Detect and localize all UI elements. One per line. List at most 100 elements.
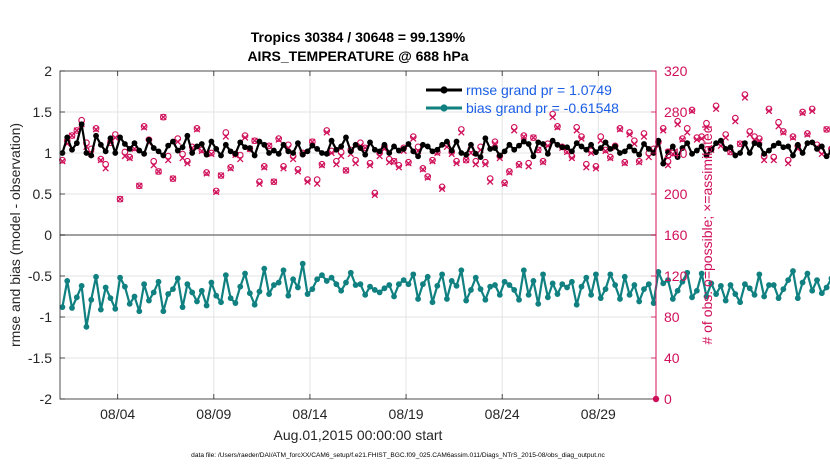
obs-possible-marker [501,179,508,187]
obs-assimilated-marker [621,159,629,167]
obs-possible-marker [203,169,210,176]
rmse-point [227,148,234,155]
rmse-point [160,152,167,159]
obs-assimilated-marker [554,124,561,131]
obs-assimilated-stroke [659,127,667,134]
obs-assimilated-stroke [371,191,379,199]
y-right-tick-label: 200 [664,186,688,202]
y-left-tick-label: 2 [44,63,52,79]
obs-assimilated-stroke [275,136,282,143]
rmse-point [756,141,763,148]
rmse-point [453,138,460,145]
bias-point [102,284,109,291]
rmse-point [540,141,546,147]
rmse-point [405,141,412,147]
obs-assimilated-stroke [592,165,600,172]
rmse-point [544,150,551,157]
obs-assimilated-stroke [775,123,782,130]
obs-possible-marker [159,113,167,121]
obs-assimilated-marker [453,159,460,167]
obs-assimilated-marker [212,188,220,196]
bias-point [617,296,623,302]
bias-point [434,282,441,289]
bias-point [756,271,763,278]
obs-possible-marker [780,128,787,135]
rmse-point [367,139,373,146]
bias-point [540,271,546,278]
rmse-point [554,141,561,148]
obs-assimilated-marker [438,185,446,193]
rmse-point [496,152,503,159]
plot-area [59,70,830,403]
obs-assimilated-marker [410,135,417,142]
bias-point [323,278,330,284]
bias-point [73,294,80,301]
obs-assimilated-stroke [140,124,148,131]
rmse-point [804,140,811,147]
obs-assimilated-marker [294,168,302,175]
bias-point [612,282,619,288]
rmse-point [102,148,109,155]
obs-assimilated-stroke [525,163,532,170]
obs-assimilated-stroke [789,134,797,141]
obs-assimilated-marker [539,158,547,166]
rmse-point [314,146,321,152]
bias-point [280,267,287,274]
rmse-point [323,150,330,157]
bias-point [689,294,695,301]
rmse-point [737,150,744,156]
obs-assimilated-marker [68,132,76,139]
obs-assimilated-stroke [462,156,470,164]
rmse-point [564,144,570,151]
obs-assimilated-stroke [236,155,244,163]
rmse-point [386,150,393,156]
obs-assimilated-stroke [736,140,744,148]
rmse-point [261,141,268,148]
rmse-point [395,147,402,154]
rmse-point [69,146,75,153]
rmse-point [727,144,734,151]
rmse-point [568,148,575,155]
obs-possible-marker [227,164,234,171]
bias-point [155,278,162,285]
rmse-point [280,141,287,148]
obs-assimilated-marker [458,129,465,136]
obs-assimilated-marker [775,123,782,130]
obs-assimilated-stroke [405,159,412,167]
bias-point [141,281,148,288]
bias-point [463,297,470,304]
bias-point [814,277,820,283]
obs-assimilated-stroke [722,134,729,141]
obs-assimilated-marker [760,156,768,164]
bias-point [448,278,455,284]
obs-assimilated-marker [472,161,480,168]
bias-point [222,272,229,279]
obs-possible-marker [169,175,177,182]
bias-point [650,300,657,306]
obs-assimilated-stroke [337,152,345,160]
bias-point [780,286,787,293]
rmse-point [530,153,537,160]
obs-assimilated-marker [712,105,720,113]
obs-assimilated-marker [390,157,398,165]
obs-assimilated-stroke [693,136,701,143]
bias-point [165,291,172,297]
bias-point [256,288,263,295]
obs-assimilated-stroke [174,138,182,145]
bias-point [295,284,301,291]
obs-assimilated-stroke [203,170,210,177]
obs-assimilated-stroke [549,113,556,121]
obs-assimilated-marker [515,162,523,169]
bias-point [597,295,604,302]
obs-assimilated-stroke [530,134,537,141]
rmse-point [64,134,71,141]
x-tick-label: 08/29 [581,406,616,422]
bias-point [299,260,306,267]
obs-assimilated-stroke [453,159,460,167]
obs-assimilated-stroke [256,180,263,188]
obs-assimilated-marker [102,165,109,172]
obs-assimilated-marker [136,182,143,190]
rmse-point [275,150,282,157]
rmse-point [823,153,830,160]
